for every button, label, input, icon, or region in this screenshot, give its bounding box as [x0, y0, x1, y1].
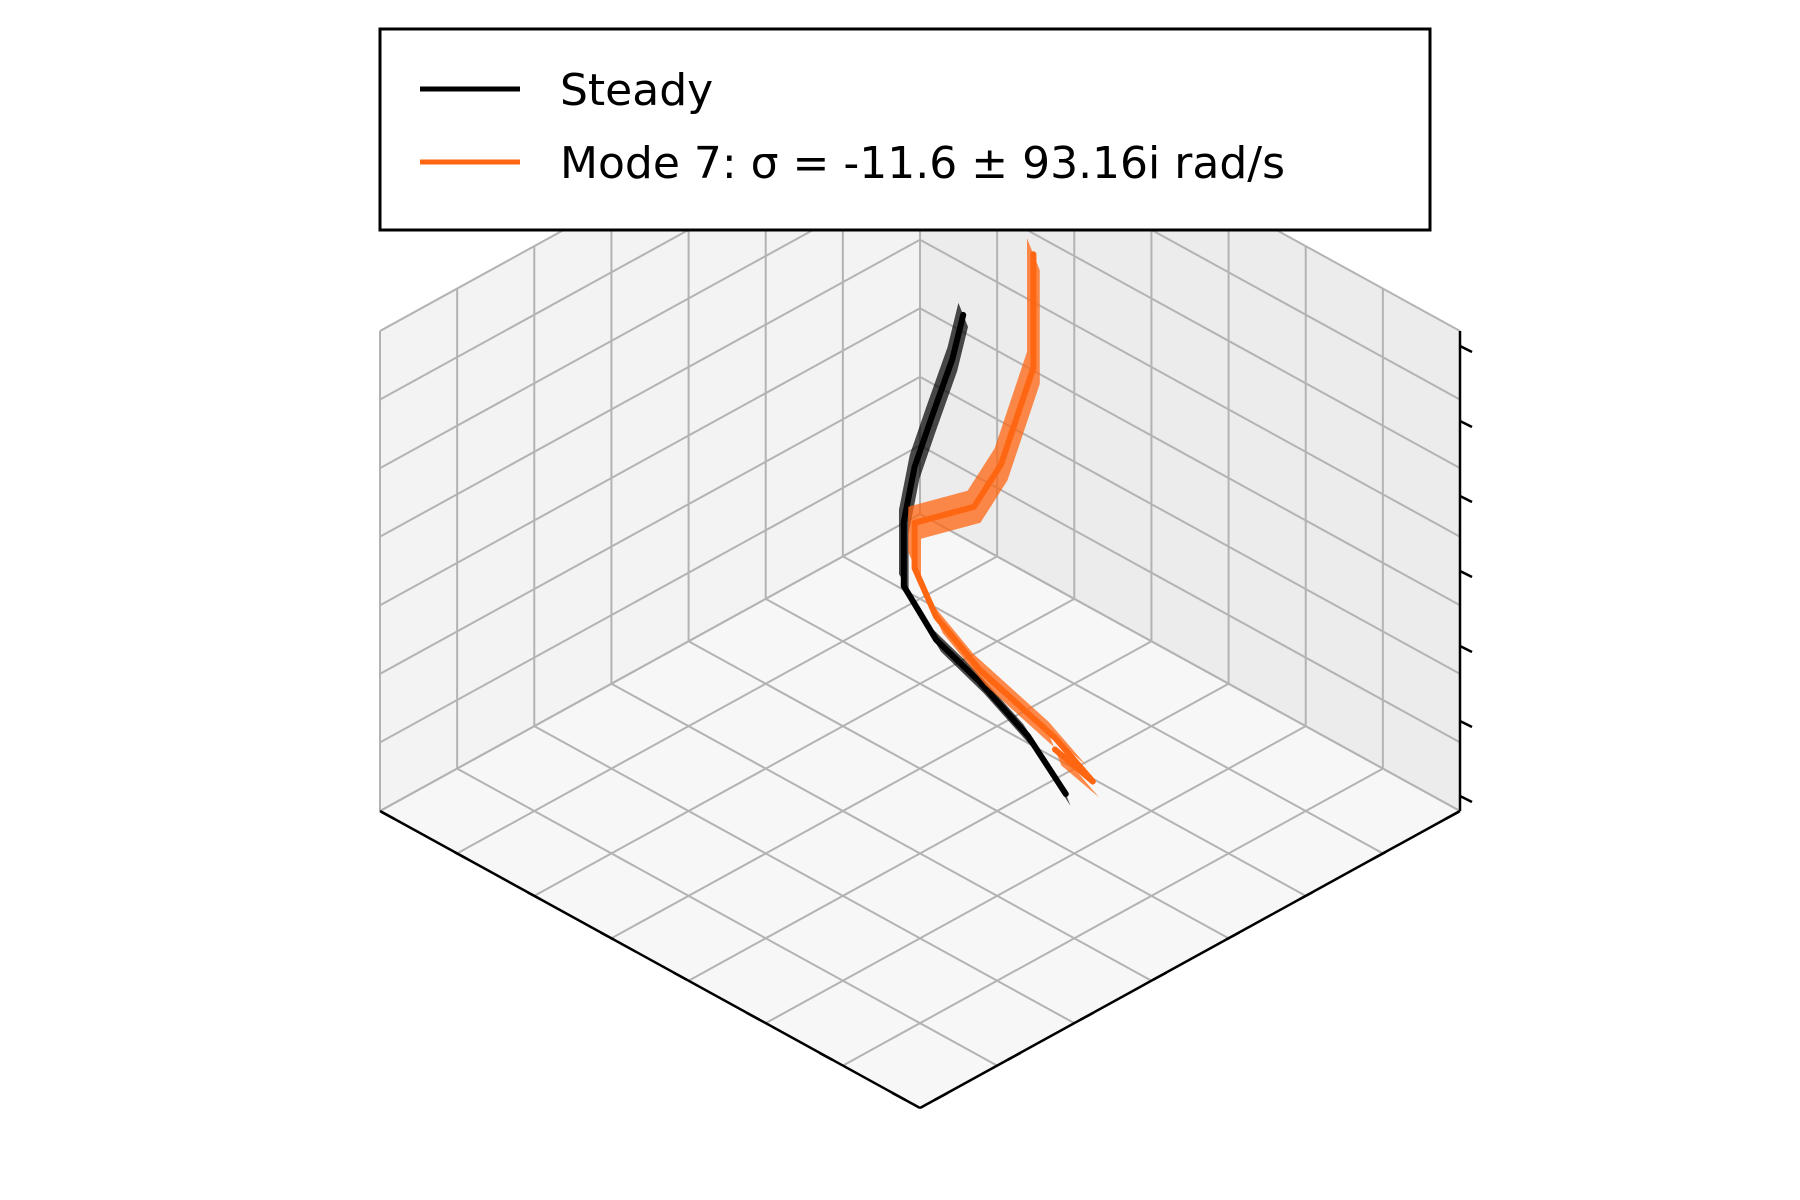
grid-line: [919, 513, 1461, 812]
grid-line: [919, 307, 1461, 607]
grid-line: [379, 513, 921, 812]
grid-line: [456, 767, 998, 1067]
grid-line: [379, 375, 921, 675]
z-tick: [1459, 719, 1473, 729]
grid-line: [610, 640, 1152, 940]
z-tick: [1459, 644, 1473, 654]
y-tick: [1371, 851, 1387, 861]
legend-label-mode: Mode 7: σ = -11.6 ± 93.16i rad/s: [560, 138, 1285, 189]
y-tick: [1152, 971, 1168, 981]
series-line-mode-7: [911, 251, 1096, 785]
grid-line: [688, 682, 1230, 982]
axis-ticks: [381, 344, 1473, 1102]
z-tick: [1459, 419, 1473, 429]
x-tick: [891, 1091, 906, 1102]
y-tick: [934, 1091, 949, 1102]
x-tick: [599, 931, 615, 941]
x-tick: [672, 971, 688, 981]
x-tick: [526, 891, 542, 901]
legend-label-steady: Steady: [560, 65, 713, 116]
grid-line: [842, 767, 1384, 1067]
grid-line: [919, 238, 1461, 538]
grid-line: [456, 555, 998, 855]
grid-line: [379, 307, 921, 607]
grid-line: [379, 444, 921, 744]
y-tick: [1225, 931, 1241, 941]
ribbon-mode-7: [908, 238, 1100, 798]
grid-line: [919, 444, 1461, 744]
grid-line: [533, 597, 1075, 897]
y-tick: [1444, 810, 1459, 821]
z-tick: [1459, 494, 1473, 504]
x-tick: [745, 1011, 761, 1021]
z-tick: [1459, 569, 1473, 579]
legend: Steady Mode 7: σ = -11.6 ± 93.16i rad/s: [378, 27, 1432, 232]
legend-frame: [378, 27, 1432, 232]
x-tick: [818, 1051, 834, 1061]
grid-line: [610, 682, 1152, 982]
series-line-steady: [900, 311, 1069, 797]
x-tick: [381, 810, 396, 821]
grid-line: [688, 640, 1230, 940]
x-tick: [453, 851, 469, 861]
plot-area: [899, 238, 1100, 806]
grid-line: [533, 725, 1075, 1025]
y-tick: [1006, 1051, 1022, 1061]
z-tick: [1459, 344, 1473, 354]
y-tick: [1079, 1011, 1095, 1021]
y-tick: [1298, 891, 1314, 901]
z-tick: [1459, 794, 1473, 804]
grid-line: [765, 725, 1307, 1025]
grid-line: [379, 238, 921, 538]
